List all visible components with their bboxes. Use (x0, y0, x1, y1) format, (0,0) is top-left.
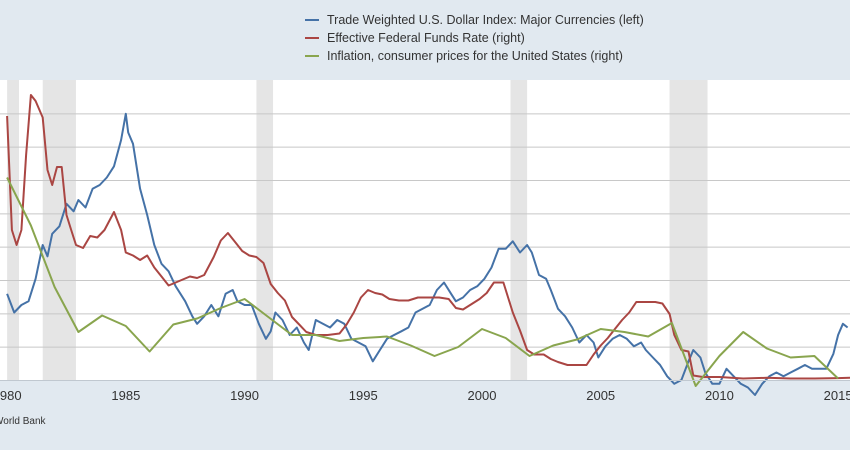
legend-label-inflation: Inflation, consumer prices for the Unite… (327, 49, 623, 63)
x-axis-ticks: 1980 1985 1990 1995 2000 2005 2010 2015 (0, 388, 850, 403)
x-tick-label-2000: 2000 (468, 388, 497, 403)
x-tick-label-1995: 1995 (349, 388, 378, 403)
x-tick-label-1985: 1985 (111, 388, 140, 403)
x-tick-label-1990: 1990 (230, 388, 259, 403)
recession-bands (7, 80, 708, 380)
series-line-1[interactable] (6, 112, 849, 396)
x-tick-label-2005: 2005 (586, 388, 615, 403)
legend-swatch-fed-funds (305, 37, 319, 39)
source-note: World Bank (0, 416, 46, 427)
legend-swatch-dollar-index (305, 19, 319, 21)
x-tick-label-1980: 1980 (0, 388, 22, 403)
plot-background (0, 80, 850, 380)
gridlines (0, 113, 850, 348)
x-tick-label-2015: 2015 (824, 388, 850, 403)
legend-item-fed-funds[interactable]: Effective Federal Funds Rate (right) (305, 29, 644, 47)
legend-item-dollar-index[interactable]: Trade Weighted U.S. Dollar Index: Major … (305, 11, 644, 29)
legend-label-fed-funds: Effective Federal Funds Rate (right) (327, 31, 525, 45)
recession-band-1 (7, 80, 19, 380)
legend-item-inflation[interactable]: Inflation, consumer prices for the Unite… (305, 47, 644, 65)
recession-band-3 (256, 80, 274, 380)
legend-swatch-inflation (305, 55, 319, 57)
recession-band-5 (669, 80, 708, 380)
x-tick-label-2010: 2010 (705, 388, 734, 403)
recession-band-4 (510, 80, 528, 380)
series-line-2[interactable] (6, 94, 850, 380)
legend-label-dollar-index: Trade Weighted U.S. Dollar Index: Major … (327, 13, 644, 27)
legend: Trade Weighted U.S. Dollar Index: Major … (305, 11, 644, 65)
